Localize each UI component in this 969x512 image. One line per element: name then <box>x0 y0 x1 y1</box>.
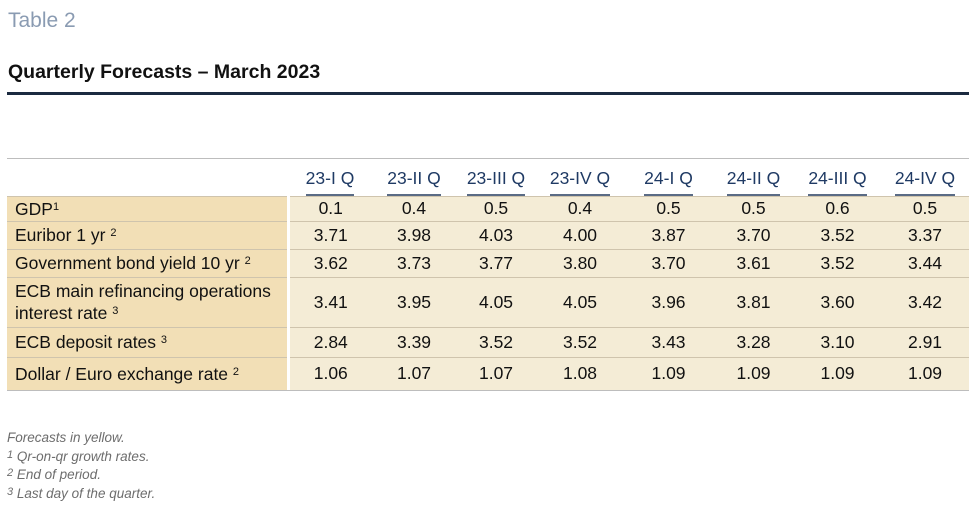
row-label: Dollar / Euro exchange rate 2 <box>7 356 288 390</box>
table-cell: 3.52 <box>794 220 881 249</box>
table-cell: 3.81 <box>713 276 794 327</box>
row-label: ECB main refinancing operations interest… <box>7 276 288 327</box>
table-cell: 4.03 <box>456 220 536 249</box>
table-cell: 3.70 <box>624 248 713 277</box>
table-cell: 3.77 <box>456 248 536 277</box>
row-label: Government bond yield 10 yr 2 <box>7 248 288 277</box>
column-header: 23-I Q <box>288 159 372 196</box>
table-cell: 3.41 <box>286 276 372 327</box>
footnote: 2 End of period. <box>7 467 101 482</box>
table-row: Euribor 1 yr 2 3.71 3.98 4.03 4.00 3.87 … <box>7 220 969 249</box>
table-cell: 4.05 <box>536 276 624 327</box>
column-header: 23-IV Q <box>536 159 624 196</box>
column-header: 24-II Q <box>713 159 794 196</box>
table-cell: 4.05 <box>456 276 536 327</box>
table-cell: 3.37 <box>881 220 969 249</box>
table-cell: 3.60 <box>794 276 881 327</box>
table-cell: 1.09 <box>713 356 794 390</box>
table-cell: 0.4 <box>536 195 624 221</box>
footnote-marker: 2 <box>110 227 117 239</box>
table-cell: 3.62 <box>286 248 372 277</box>
table-cell: 1.06 <box>286 356 372 390</box>
table-number-label: Table 2 <box>8 9 76 32</box>
table-cell: 0.5 <box>881 195 969 221</box>
footnote-marker: 3 <box>112 305 119 317</box>
table-cell: 3.71 <box>286 220 372 249</box>
table-cell: 3.52 <box>794 248 881 277</box>
table-cell: 2.84 <box>286 326 372 357</box>
column-header: 24-I Q <box>624 159 713 196</box>
table-cell: 0.4 <box>372 195 456 221</box>
footnote-marker: 1 <box>52 200 60 213</box>
table-cell: 1.08 <box>536 356 624 390</box>
table-cell: 0.5 <box>456 195 536 221</box>
table-cell: 3.28 <box>713 326 794 357</box>
footnote-marker: 3 <box>160 334 168 346</box>
table-row: Dollar / Euro exchange rate 2 1.06 1.07 … <box>7 356 969 390</box>
table-cell: 3.39 <box>372 326 456 357</box>
title-divider <box>7 92 969 95</box>
table-cell: 3.95 <box>372 276 456 327</box>
table-cell: 3.98 <box>372 220 456 249</box>
table-cell: 1.07 <box>372 356 456 390</box>
table-cell: 3.70 <box>713 220 794 249</box>
table-cell: 3.96 <box>624 276 713 327</box>
column-header: 24-III Q <box>794 159 881 196</box>
table-cell: 0.6 <box>794 195 881 221</box>
forecast-table: 23-I Q 23-II Q 23-III Q 23-IV Q 24-I Q 2… <box>7 158 969 391</box>
table-cell: 1.09 <box>624 356 713 390</box>
table-cell: 1.07 <box>456 356 536 390</box>
table-cell: 0.1 <box>286 195 372 221</box>
table-cell: 3.42 <box>881 276 969 327</box>
column-header: 23-II Q <box>372 159 456 196</box>
header-stub <box>7 159 288 196</box>
table-title: Quarterly Forecasts – March 2023 <box>8 61 321 83</box>
table-row: ECB deposit rates 3 2.84 3.39 3.52 3.52 … <box>7 326 969 357</box>
table-cell: 3.61 <box>713 248 794 277</box>
column-header: 24-IV Q <box>881 159 969 196</box>
row-label: Euribor 1 yr 2 <box>7 220 288 249</box>
table-cell: 4.00 <box>536 220 624 249</box>
table-cell: 0.5 <box>624 195 713 221</box>
column-header: 23-III Q <box>456 159 536 196</box>
table-row: ECB main refinancing operations interest… <box>7 276 969 327</box>
table-cell: 1.09 <box>794 356 881 390</box>
table-cell: 3.73 <box>372 248 456 277</box>
table-row: Government bond yield 10 yr 2 3.62 3.73 … <box>7 248 969 277</box>
table-cell: 0.5 <box>713 195 794 221</box>
table-cell: 3.80 <box>536 248 624 277</box>
footnotes: Forecasts in yellow. 1 Qr-on-qr growth r… <box>7 429 155 503</box>
table-cell: 2.91 <box>881 326 969 357</box>
footnote: 1 Qr-on-qr growth rates. <box>7 448 150 464</box>
footnote: 3 Last day of the quarter. <box>7 485 156 501</box>
row-label: ECB deposit rates 3 <box>7 326 288 357</box>
table-header-row: 23-I Q 23-II Q 23-III Q 23-IV Q 24-I Q 2… <box>7 159 969 196</box>
table-cell: 3.44 <box>881 248 969 277</box>
footnote-marker: 2 <box>232 365 240 378</box>
row-label: GDP1 <box>7 195 288 221</box>
footnote-marker: 2 <box>244 255 251 267</box>
table-cell: 3.87 <box>624 220 713 249</box>
table-cell: 3.52 <box>536 326 624 357</box>
footnote: Forecasts in yellow. <box>7 430 125 445</box>
table-cell: 3.10 <box>794 326 881 357</box>
table-cell: 3.52 <box>456 326 536 357</box>
table-cell: 3.43 <box>624 326 713 357</box>
table-cell: 1.09 <box>881 356 969 390</box>
table-row: GDP1 0.1 0.4 0.5 0.4 0.5 0.5 0.6 0.5 <box>7 195 969 221</box>
